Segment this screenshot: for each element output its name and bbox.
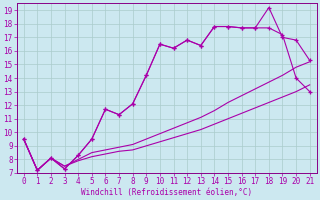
X-axis label: Windchill (Refroidissement éolien,°C): Windchill (Refroidissement éolien,°C) [81, 188, 252, 197]
